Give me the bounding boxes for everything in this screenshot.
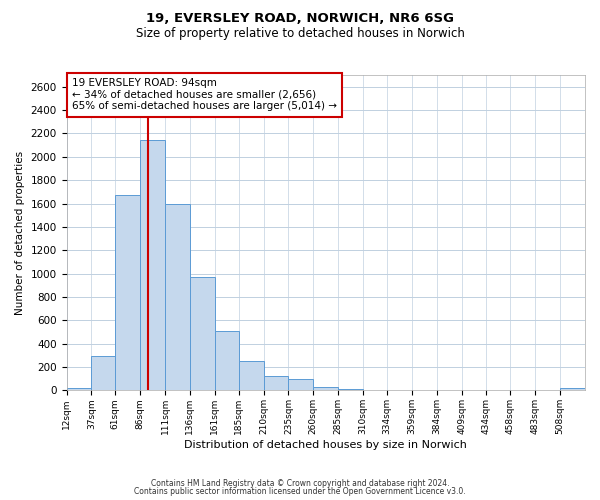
Bar [313,387,338,390]
Text: 19, EVERSLEY ROAD, NORWICH, NR6 6SG: 19, EVERSLEY ROAD, NORWICH, NR6 6SG [146,12,454,26]
Bar [115,196,140,390]
Bar [140,140,165,390]
Bar [560,388,585,390]
X-axis label: Distribution of detached houses by size in Norwich: Distribution of detached houses by size … [184,440,467,450]
Bar [190,277,215,390]
Text: Contains HM Land Registry data © Crown copyright and database right 2024.: Contains HM Land Registry data © Crown c… [151,478,449,488]
Bar [67,388,91,390]
Bar [91,356,115,390]
Text: Size of property relative to detached houses in Norwich: Size of property relative to detached ho… [136,28,464,40]
Bar [215,331,239,390]
Text: Contains public sector information licensed under the Open Government Licence v3: Contains public sector information licen… [134,488,466,496]
Bar [289,380,313,390]
Bar [263,376,289,390]
Text: 19 EVERSLEY ROAD: 94sqm
← 34% of detached houses are smaller (2,656)
65% of semi: 19 EVERSLEY ROAD: 94sqm ← 34% of detache… [72,78,337,112]
Bar [338,388,363,390]
Bar [165,204,190,390]
Y-axis label: Number of detached properties: Number of detached properties [15,150,25,315]
Bar [239,360,263,390]
